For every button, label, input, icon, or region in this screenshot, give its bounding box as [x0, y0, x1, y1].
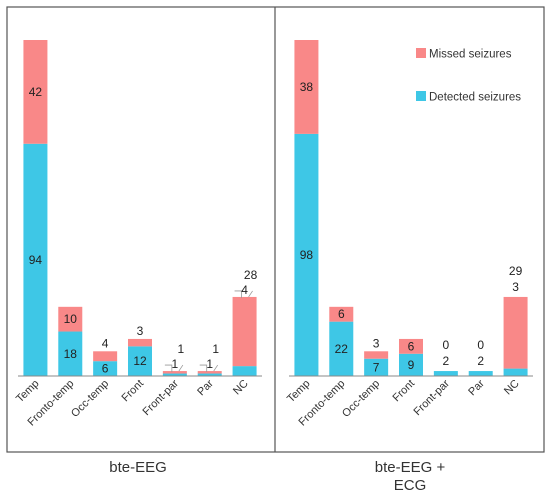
tick-label-1-5: Front-par [140, 377, 181, 418]
value-label-detected-1-6: 1 [206, 357, 213, 371]
tick-label-1-7: NC [231, 378, 251, 398]
bar-detected-2-1 [294, 133, 319, 376]
bar-detected-2-3 [364, 358, 389, 376]
bar-detected-1-7 [232, 366, 257, 376]
bar-missed-2-3 [364, 351, 389, 359]
right-panel-title-line-1: bte-EEG + [375, 459, 446, 476]
bar-missed-2-4 [399, 338, 423, 354]
bar-detected-2-5 [433, 371, 458, 376]
value-label-missed-2-3: 3 [373, 336, 380, 350]
value-label-missed-2-1: 38 [300, 80, 314, 94]
bar-missed-1-1 [23, 40, 48, 144]
bar-detected-2-4 [399, 353, 423, 376]
tick-label-1-1: Temp [14, 378, 42, 406]
value-label-missed-2-5: 0 [443, 338, 450, 352]
value-label-missed-1-6: 1 [212, 342, 219, 356]
tick-label-1-4: Front [119, 378, 146, 405]
bar-detected-1-3 [93, 361, 118, 376]
tick-label-2-7: NC [502, 378, 522, 398]
value-label-detected-2-3: 7 [373, 360, 380, 374]
legend: Missed seizures Detected seizures [416, 48, 521, 104]
legend-label-1: Missed seizures [429, 49, 512, 61]
bar-detected-1-1 [23, 143, 48, 376]
leader-line-det-7 [234, 290, 242, 298]
leader-line-mis-5 [178, 364, 184, 372]
bar-missed-1-3 [93, 351, 118, 362]
value-label-detected-1-4: 12 [133, 354, 147, 368]
right-panel-title-line-2: ECG [394, 477, 427, 494]
value-label-missed-2-6: 0 [477, 338, 484, 352]
tick-label-2-4: Front [390, 378, 417, 405]
bar-missed-1-4 [128, 338, 152, 347]
bar-missed-2-7 [503, 296, 528, 369]
tick-label-2-3: Occ-temp [340, 378, 382, 420]
legend-label-2: Detected seizures [429, 92, 521, 104]
tick-label-1-6: Par [195, 377, 216, 398]
value-label-detected-1-5: 1 [172, 357, 179, 371]
value-label-detected-2-5: 2 [443, 354, 450, 368]
legend-swatch-2 [416, 91, 426, 101]
bar-detected-2-7 [503, 368, 528, 376]
bar-detected-1-4 [128, 346, 152, 376]
bar-detected-2-2 [329, 321, 354, 376]
bar-detected-2-6 [468, 371, 493, 376]
bar-missed-1-6 [197, 371, 222, 374]
value-label-missed-2-4: 6 [408, 339, 415, 353]
value-label-missed-1-3: 4 [102, 336, 109, 350]
value-label-detected-2-1: 98 [300, 248, 314, 262]
legend-swatch-1 [416, 48, 426, 58]
leader-line-mis-6 [213, 364, 219, 372]
bar-missed-2-1 [294, 40, 319, 134]
bar-detected-1-2 [58, 331, 83, 376]
value-label-detected-2-6: 2 [477, 354, 484, 368]
tick-label-1-3: Occ-temp [69, 378, 111, 420]
bar-missed-1-7 [232, 296, 257, 367]
value-label-detected-1-3: 6 [102, 362, 109, 376]
value-label-missed-1-4: 3 [137, 324, 144, 338]
value-label-detected-1-2: 18 [64, 347, 78, 361]
panel-2: 9838Temp226Fronto-temp73Occ-temp96Front2… [285, 40, 533, 428]
bar-missed-1-2 [58, 306, 83, 332]
value-label-missed-2-7: 29 [509, 264, 523, 278]
value-label-detected-2-7: 3 [512, 280, 519, 294]
leader-line-det-6 [199, 364, 208, 373]
value-label-detected-1-1: 94 [29, 253, 43, 267]
value-label-missed-1-7: 28 [244, 268, 258, 282]
value-label-detected-2-4: 9 [408, 358, 415, 372]
panel-1: 9442Temp1810Fronto-temp64Occ-temp123Fron… [14, 40, 262, 428]
value-label-detected-2-2: 22 [335, 342, 349, 356]
value-label-missed-1-5: 1 [178, 342, 185, 356]
tick-label-2-1: Temp [285, 378, 313, 406]
left-panel-title: bte-EEG [109, 459, 167, 476]
bar-missed-1-5 [162, 371, 187, 374]
value-label-missed-2-2: 6 [338, 307, 345, 321]
bar-detected-1-5 [162, 373, 187, 376]
bar-missed-2-2 [329, 306, 354, 322]
value-label-detected-1-7: 4 [241, 283, 248, 297]
value-label-missed-1-1: 42 [29, 85, 43, 99]
value-label-missed-1-2: 10 [64, 312, 78, 326]
leader-line-det-5 [164, 364, 173, 373]
tick-label-2-5: Front-par [411, 377, 452, 418]
tick-label-2-6: Par [466, 377, 487, 398]
leader-line-mis-7 [248, 290, 253, 298]
bar-detected-1-6 [197, 373, 222, 376]
